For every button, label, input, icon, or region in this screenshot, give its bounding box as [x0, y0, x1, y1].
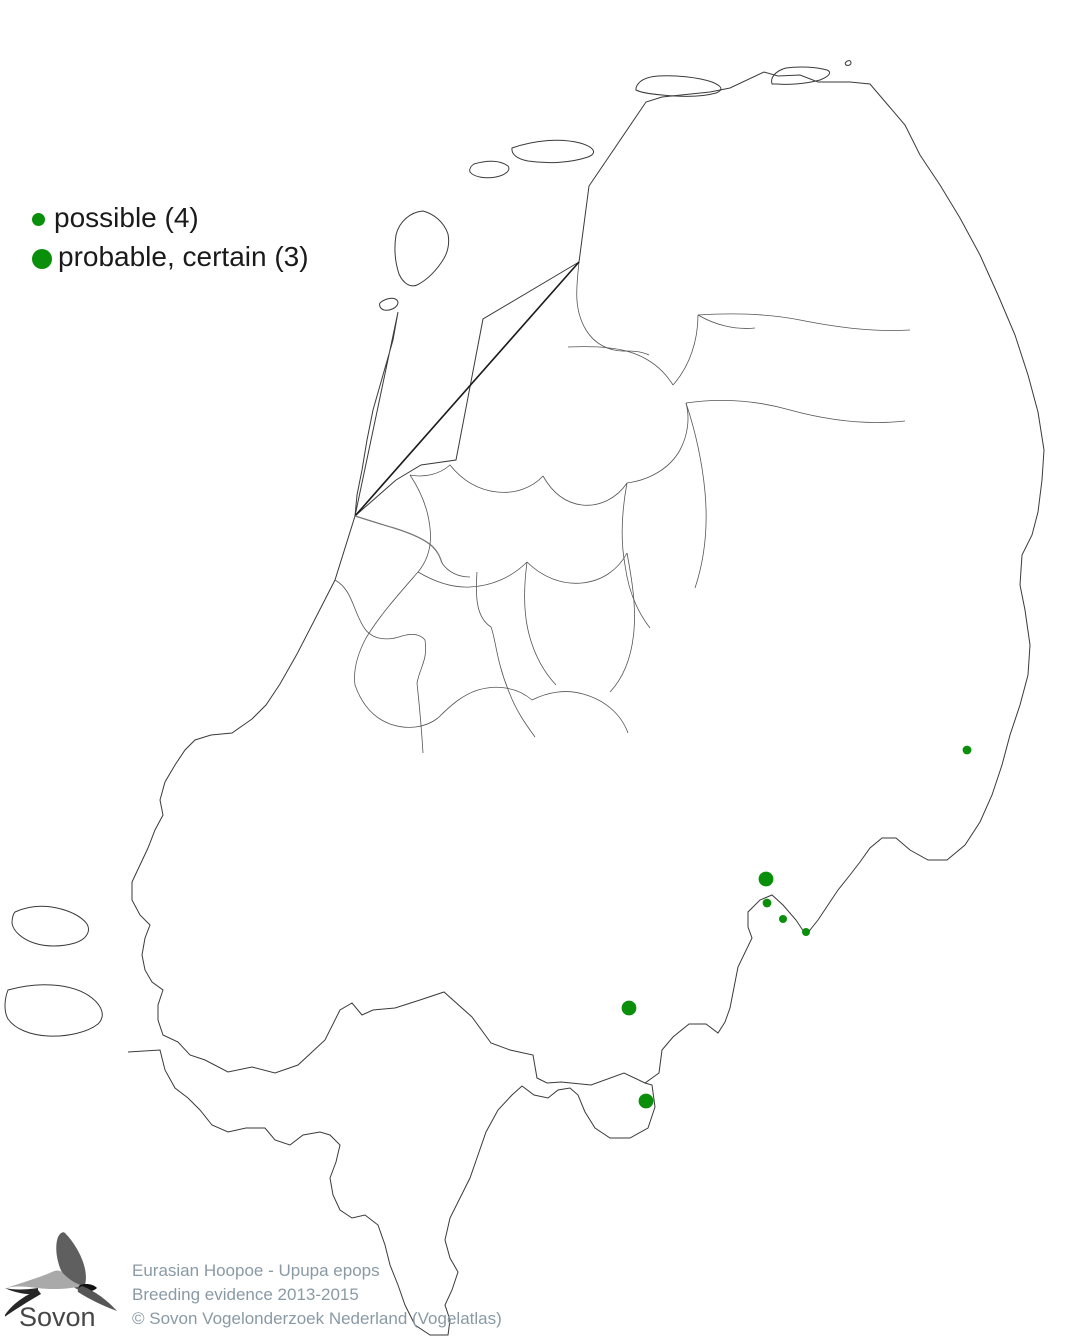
svg-text:Sovon: Sovon [19, 1302, 96, 1332]
